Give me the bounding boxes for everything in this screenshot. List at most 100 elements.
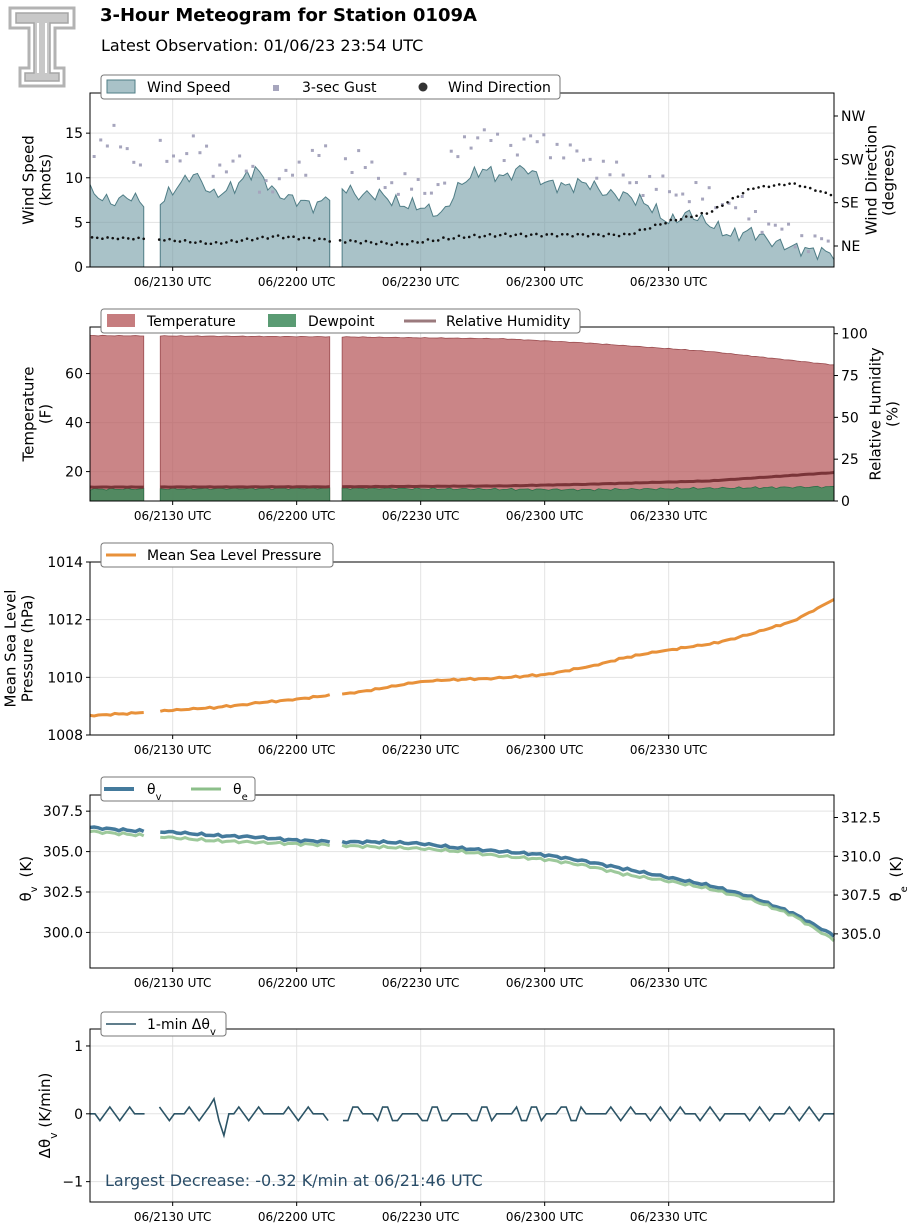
wind-direction-point [715, 205, 719, 209]
gust-point [615, 160, 619, 164]
wind-direction-point [250, 238, 254, 242]
dtheta-panel: 06/2130 UTC 06/2200 UTC 06/2230 UTC 06/2300… [36, 1011, 835, 1224]
gust-point [469, 146, 473, 150]
gust-point [218, 163, 222, 167]
gust-point [158, 138, 162, 142]
wind-speed-area [341, 164, 835, 268]
gust-point [780, 227, 784, 231]
x-tick-label: 06/2330 UTC [630, 743, 707, 757]
gust-point [403, 172, 407, 176]
gust-point [740, 194, 744, 198]
gust-point [674, 193, 678, 197]
wind-direction-point [287, 235, 290, 239]
y2-tick-label: 0 [841, 494, 850, 510]
gust-point [429, 191, 433, 195]
wind-direction-point [442, 236, 445, 239]
theta-v-line [160, 829, 331, 844]
temperature-area [159, 335, 331, 502]
gust-point [667, 190, 671, 194]
y2-tick-label: SE [841, 196, 859, 212]
wind-direction-point [757, 186, 760, 189]
wind-direction-point [188, 240, 192, 244]
gust-point [244, 169, 248, 173]
gust-point [555, 142, 559, 146]
gust-point [641, 193, 645, 197]
y-axis-label: Wind Speed(knots) [20, 135, 55, 225]
wind-direction-point [101, 237, 104, 240]
wind-direction-point [788, 182, 791, 185]
gust-point [297, 160, 301, 164]
gust-point [575, 149, 579, 153]
wind-direction-point [349, 239, 352, 242]
gust-point [502, 159, 506, 163]
gust-point [687, 200, 691, 204]
y2-tick-label: 100 [841, 327, 868, 343]
gust-point [410, 187, 414, 191]
y-tick-label: 10 [65, 171, 83, 187]
gust-point [370, 160, 374, 164]
plot-frame [89, 1028, 835, 1203]
wind-direction-point [705, 212, 709, 215]
dtheta-line [342, 1105, 834, 1123]
legend-label: 1-min Δθv [147, 1017, 216, 1038]
gust-point [661, 174, 665, 178]
wind-direction-point [560, 233, 564, 236]
wind-direction-point [359, 241, 363, 245]
gust-point [595, 176, 599, 180]
wind-direction-point [669, 218, 673, 222]
legend-swatch-gust [273, 85, 279, 91]
wind-direction-point [674, 218, 678, 222]
gust-point [257, 190, 261, 194]
wind-direction-point [473, 233, 476, 237]
wind-direction-point [116, 237, 120, 241]
humidity-line [342, 470, 835, 489]
y2-tick-label: 305.0 [841, 927, 881, 943]
temperature-area [341, 336, 835, 502]
wind-direction-point [726, 201, 729, 204]
gust-point [105, 144, 109, 148]
gust-point [654, 187, 658, 191]
y-tick-label: 307.5 [43, 804, 83, 820]
gust-point [92, 154, 96, 158]
gust-point [714, 206, 718, 210]
wind-direction-point [731, 196, 735, 200]
y-axis-label: Δθv (K/min) [36, 1073, 60, 1159]
y-tick-label: 1010 [47, 670, 83, 686]
gust-point [264, 179, 268, 183]
x-tick-label: 06/2200 UTC [258, 1210, 335, 1224]
wind-direction-point [292, 235, 295, 239]
gust-point [377, 176, 381, 180]
gust-point [238, 154, 242, 158]
gust-point [694, 181, 698, 185]
y-tick-label: 1008 [47, 728, 83, 744]
wind-direction-point [597, 233, 600, 236]
gust-point [436, 183, 440, 187]
y-tick-label: 40 [65, 416, 83, 432]
gust-point [443, 181, 447, 185]
pressure-line [159, 693, 331, 713]
wind-direction-point [276, 234, 280, 237]
wind-direction-point [173, 239, 177, 243]
y-tick-label: 0 [74, 1107, 83, 1123]
gust-point [476, 136, 480, 140]
wind-direction-point [230, 239, 233, 242]
x-tick-label: 06/2300 UTC [506, 275, 583, 289]
gust-point [357, 149, 361, 153]
theta-v-line [341, 838, 836, 938]
wind-direction-point [684, 215, 688, 218]
legend-box [100, 776, 256, 802]
gust-point [251, 164, 255, 168]
largest-decrease-annotation: Largest Decrease: -0.32 K/min at 06/21:4… [105, 1171, 483, 1190]
wind-direction-point [478, 235, 481, 239]
wind-direction-point [354, 240, 357, 243]
dtheta-line [90, 1105, 145, 1122]
x-tick-label: 06/2200 UTC [258, 743, 335, 757]
wind-direction-point [762, 184, 766, 188]
wind-speed-area [159, 165, 331, 268]
y2-tick-label: 310.0 [841, 849, 881, 865]
wind-direction-point [132, 237, 135, 241]
gust-point [800, 234, 804, 238]
gust-point [707, 186, 711, 190]
legend-swatch-dewpoint [268, 314, 296, 327]
wind-direction-point [390, 243, 394, 247]
